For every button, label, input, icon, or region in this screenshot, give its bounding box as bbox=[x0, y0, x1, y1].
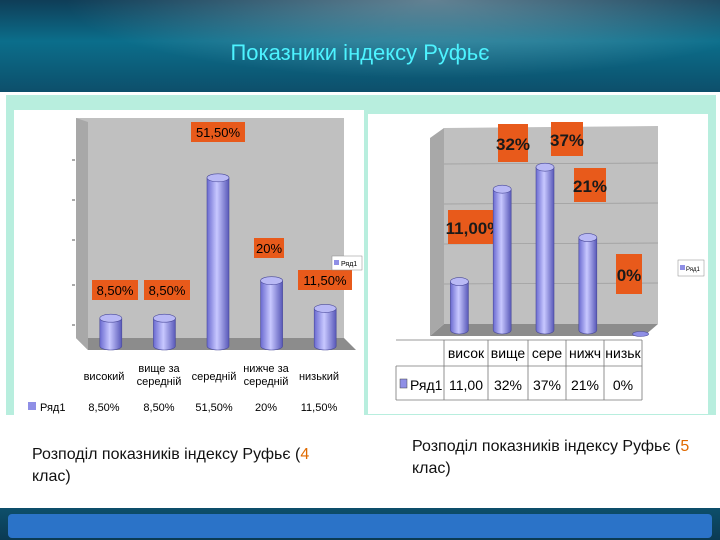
data-label-box bbox=[616, 254, 642, 294]
inner-legend-box bbox=[677, 259, 705, 277]
data-label-box bbox=[498, 124, 528, 162]
category-label: висок bbox=[448, 345, 485, 361]
data-label: 11,00% bbox=[446, 219, 503, 238]
caption-class-number: 5 bbox=[680, 438, 690, 455]
data-label-box bbox=[448, 210, 500, 244]
data-label: 8,50% bbox=[149, 283, 186, 298]
data-label: 37% bbox=[550, 131, 584, 150]
bar-5 bbox=[632, 331, 649, 337]
table-value: 8,50% bbox=[143, 402, 174, 414]
footer-bar bbox=[8, 514, 712, 538]
category-label: високий bbox=[84, 371, 125, 383]
data-label-box bbox=[254, 238, 284, 258]
data-label-box bbox=[551, 122, 583, 156]
table-value: 20% bbox=[255, 402, 277, 414]
bar-1 bbox=[450, 277, 469, 335]
slide-title: Показники індексу Руфьє bbox=[230, 40, 490, 65]
bar-2 bbox=[153, 313, 176, 351]
inner-legend-label: Ряд1 bbox=[686, 267, 701, 273]
data-label: 32% bbox=[496, 135, 530, 154]
data-table bbox=[396, 340, 642, 400]
plot-side-wall bbox=[430, 128, 444, 336]
caption-text-end: клас) bbox=[412, 460, 451, 477]
table-value: 11,50% bbox=[301, 402, 338, 414]
caption-4-class: Розподіл показників індексу Руфьє (4 кла… bbox=[32, 444, 332, 488]
data-label: 20% bbox=[256, 241, 282, 256]
data-label: 8,50% bbox=[97, 283, 134, 298]
inner-legend-swatch bbox=[334, 260, 339, 265]
bar-2 bbox=[492, 184, 512, 335]
data-label-box bbox=[574, 168, 606, 202]
bar-3 bbox=[206, 173, 230, 351]
table-value: 37% bbox=[533, 377, 561, 393]
table-value: 0% bbox=[613, 377, 633, 393]
header bbox=[0, 0, 720, 92]
chart-5-class: 11,00% 32% 37% 21% 0% Ряд1 висок вище сере нижч ни… bbox=[368, 114, 708, 414]
chart-4-class: 8,50% 8,50% 51,50% 20% 11,50% Ряд1 високий вище… bbox=[14, 110, 364, 415]
legend-swatch bbox=[399, 378, 408, 389]
caption-text: Розподіл показників індексу Руфьє ( bbox=[32, 446, 301, 463]
legend-swatch bbox=[28, 402, 36, 410]
table-value: 51,50% bbox=[195, 402, 233, 414]
bar-3 bbox=[535, 162, 555, 335]
inner-legend-label: Ряд1 bbox=[341, 261, 357, 268]
category-label: середній bbox=[244, 376, 289, 388]
bar-1 bbox=[99, 313, 123, 351]
data-label: 0% bbox=[617, 266, 642, 285]
category-label: вище за bbox=[138, 363, 180, 375]
category-label: низьк bbox=[605, 345, 641, 361]
category-label: вище bbox=[491, 345, 526, 361]
plot-side-wall bbox=[76, 118, 88, 350]
data-label: 11,50% bbox=[303, 273, 347, 288]
bar-4 bbox=[260, 276, 283, 351]
data-label-box bbox=[144, 280, 190, 300]
data-label-box bbox=[191, 122, 245, 142]
caption-class-number: 4 bbox=[300, 446, 310, 463]
category-label: нижч bbox=[569, 345, 601, 361]
table-value: 21% bbox=[571, 377, 599, 393]
table-value: 32% bbox=[494, 377, 522, 393]
inner-legend-swatch bbox=[680, 265, 685, 270]
table-value: 11,00 bbox=[449, 377, 483, 393]
bar-4 bbox=[578, 233, 598, 335]
table-value: 8,50% bbox=[88, 402, 119, 414]
inner-legend-box bbox=[331, 255, 363, 271]
legend-label: Ряд1 bbox=[40, 402, 65, 414]
data-label-box bbox=[92, 280, 138, 300]
data-label: 21% bbox=[573, 177, 607, 196]
header-shine bbox=[0, 0, 720, 92]
category-label: нижче за bbox=[243, 363, 289, 375]
category-label: сере bbox=[532, 345, 563, 361]
caption-text: Розподіл показників індексу Руфьє ( bbox=[412, 438, 681, 455]
category-label: середній bbox=[137, 376, 182, 388]
caption-5-class: Розподіл показників індексу Руфьє (5 кла… bbox=[412, 436, 702, 480]
legend-label: Ряд1 bbox=[410, 377, 443, 393]
caption-text-end: клас) bbox=[32, 468, 71, 485]
category-label: середній bbox=[192, 371, 237, 383]
category-label: низький bbox=[299, 371, 339, 383]
gridline bbox=[443, 162, 659, 165]
data-label: 51,50% bbox=[196, 125, 241, 140]
bar-5 bbox=[313, 304, 337, 351]
data-label-box bbox=[298, 270, 352, 290]
